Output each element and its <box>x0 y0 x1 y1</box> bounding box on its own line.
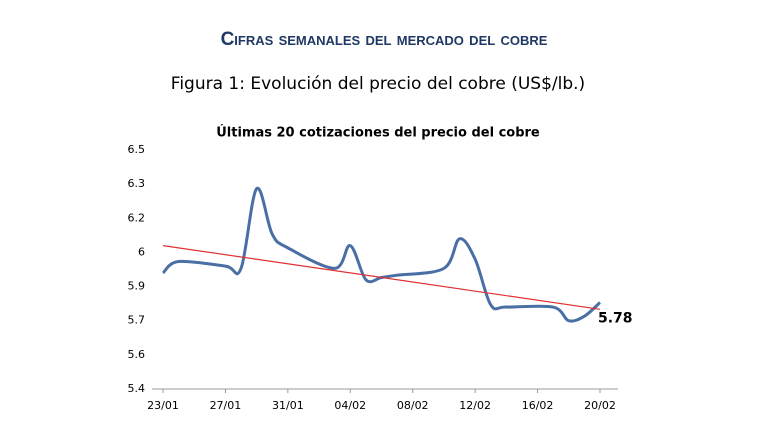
x-tick-label: 08/02 <box>397 399 429 412</box>
x-tick-label: 31/01 <box>272 399 304 412</box>
heading: Cifras semanales del mercado del cobre <box>221 29 548 50</box>
chart-title: Últimas 20 cotizaciones del precio del c… <box>216 125 540 141</box>
y-tick-label: 6 <box>138 245 145 258</box>
y-tick-label: 5.7 <box>128 314 146 327</box>
y-tick-label: 6.5 <box>128 143 146 156</box>
y-tick-label: 5.6 <box>128 348 146 361</box>
x-tick-label: 20/02 <box>584 399 616 412</box>
y-tick-label: 5.4 <box>128 382 146 395</box>
y-tick-label: 6.3 <box>128 177 146 190</box>
caption: Figura 1: Evolución del precio del cobre… <box>171 74 585 94</box>
x-tick-label: 12/02 <box>459 399 491 412</box>
x-tick-label: 23/01 <box>147 399 179 412</box>
x-tick-label: 27/01 <box>210 399 242 412</box>
x-tick-label: 04/02 <box>334 399 366 412</box>
trend-line <box>162 245 601 310</box>
y-tick-label: 5.9 <box>128 280 146 293</box>
data-label: 5.78 <box>598 311 633 327</box>
y-tick-label: 6.2 <box>128 211 146 224</box>
x-tick-label: 16/02 <box>522 399 554 412</box>
